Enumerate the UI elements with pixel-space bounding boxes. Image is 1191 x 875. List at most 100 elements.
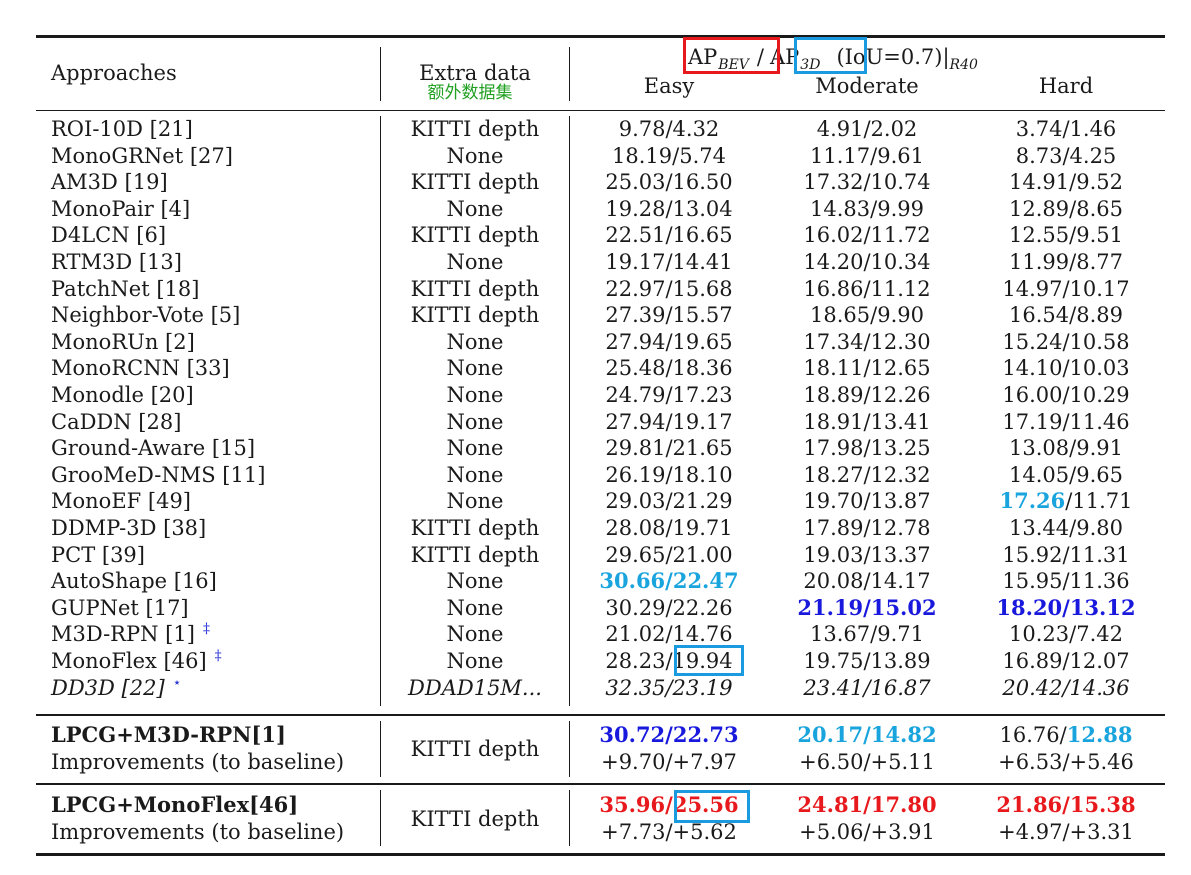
row-easy: 29.65/21.00 <box>605 542 733 567</box>
block1-name: LPCG+M3D-RPN[1] <box>51 722 286 747</box>
row-extra-data: KITTI depth <box>410 117 540 141</box>
row-approach: MonoGRNet [27] <box>51 143 233 168</box>
col-sep-header-2 <box>569 47 571 101</box>
col-sep-body-1 <box>380 116 382 706</box>
row-extra-data: None <box>446 383 504 407</box>
block1-imp-moderate: +6.50/+5.11 <box>799 750 935 774</box>
row-easy: 32.35/23.19 <box>605 675 733 700</box>
header-extra-data-cn: 额外数据集 <box>427 83 513 103</box>
row-easy: 21.02/14.76 <box>605 622 733 647</box>
highlight-box-ap-3d <box>794 37 867 74</box>
block2-hard: 21.86/15.38 <box>996 792 1136 817</box>
block1-moderate: 20.17/14.82 <box>797 722 937 747</box>
double-dagger-mark: ‡ <box>202 621 210 638</box>
row-hard: 13.08/9.91 <box>1009 436 1123 461</box>
row-easy: 27.39/15.57 <box>605 303 733 328</box>
row-moderate: 4.91/2.02 <box>816 117 918 141</box>
row-hard: 14.05/9.65 <box>1009 462 1123 487</box>
row-extra-data: None <box>446 250 504 274</box>
row-moderate: 18.89/12.26 <box>803 383 931 407</box>
row-approach: PCT [39] <box>51 542 145 567</box>
block1-sub: Improvements (to baseline) <box>51 750 345 774</box>
row-hard: 12.55/9.51 <box>1009 223 1123 248</box>
mid-rule-1 <box>36 714 1165 716</box>
row-easy: 28.23/19.94 <box>605 649 733 673</box>
row-hard: 17.19/11.46 <box>1002 409 1130 434</box>
row-moderate: 23.41/16.87 <box>803 675 931 700</box>
row-moderate: 14.20/10.34 <box>803 250 931 274</box>
row-easy: 25.03/16.50 <box>605 170 733 195</box>
row-easy: 24.79/17.23 <box>605 383 733 407</box>
row-moderate: 18.65/9.90 <box>810 303 924 328</box>
bottom-rule <box>36 853 1165 856</box>
block2-sub: Improvements (to baseline) <box>51 820 345 844</box>
star-mark: ⋆ <box>172 674 182 691</box>
col-sep-block2-1 <box>380 790 382 846</box>
header-approaches: Approaches <box>51 61 177 85</box>
row-hard: 18.20/13.12 <box>996 594 1136 620</box>
row-approach: MonoFlex [46] ‡ <box>51 648 222 673</box>
row-moderate: 20.08/14.17 <box>803 569 931 594</box>
row-extra-data: KITTI depth <box>410 170 540 195</box>
row-moderate: 18.11/12.65 <box>803 356 931 381</box>
row-approach: Monodle [20] <box>51 383 194 407</box>
row-hard: 14.91/9.52 <box>1009 170 1123 195</box>
block2-imp-easy: +7.73/+5.62 <box>601 820 737 844</box>
row-moderate: 14.83/9.99 <box>810 196 924 221</box>
highlight-box-monoflex-easy <box>674 645 744 676</box>
row-moderate: 16.86/11.12 <box>803 276 931 301</box>
row-extra-data: None <box>446 436 504 461</box>
block2-imp-moderate: +5.06/+3.91 <box>799 820 935 844</box>
row-hard: 15.24/10.58 <box>1002 329 1130 354</box>
block1-easy: 30.72/22.73 <box>599 722 739 747</box>
row-easy: 29.03/21.29 <box>605 489 733 514</box>
double-dagger-mark: ‡ <box>214 648 222 664</box>
row-approach: MonoEF [49] <box>51 489 191 514</box>
block2-moderate: 24.81/17.80 <box>797 792 937 817</box>
block1-extra: KITTI depth <box>410 737 540 761</box>
row-moderate: 17.32/10.74 <box>803 170 931 195</box>
row-approach: Neighbor-Vote [5] <box>51 303 241 328</box>
row-hard: 15.92/11.31 <box>1002 542 1130 567</box>
top-rule <box>36 35 1165 38</box>
metric-ap-bev: APBEV <box>688 45 749 73</box>
header-extra-data: Extra data <box>419 61 531 85</box>
row-hard: 14.97/10.17 <box>1002 276 1130 301</box>
row-moderate: 18.27/12.32 <box>803 462 931 487</box>
row-moderate: 13.67/9.71 <box>810 622 924 647</box>
row-approach: D4LCN [6] <box>51 223 167 248</box>
row-moderate: 16.02/11.72 <box>803 223 931 248</box>
row-approach: MonoRCNN [33] <box>51 356 230 381</box>
col-sep-block1-1 <box>380 721 382 777</box>
header-rule <box>36 110 1165 112</box>
row-approach: RTM3D [13] <box>51 250 182 274</box>
row-hard: 13.44/9.80 <box>1009 516 1123 540</box>
row-easy: 27.94/19.65 <box>605 329 733 354</box>
row-easy: 19.28/13.04 <box>605 196 733 221</box>
highlight-box-ap-bev <box>683 37 780 74</box>
row-extra-data: None <box>446 356 504 381</box>
block1-hard: 16.76/12.88 <box>999 722 1133 748</box>
row-approach: MonoPair [4] <box>51 196 191 221</box>
row-hard: 17.26/11.71 <box>999 488 1133 514</box>
row-moderate: 11.17/9.61 <box>810 143 924 168</box>
row-hard: 16.00/10.29 <box>1002 383 1130 407</box>
row-extra-data: KITTI depth <box>410 542 540 567</box>
row-moderate: 19.70/13.87 <box>803 489 931 514</box>
row-easy: 29.81/21.65 <box>605 436 733 461</box>
row-extra-data: KITTI depth <box>410 516 540 540</box>
block2-imp-hard: +4.97/+3.31 <box>998 820 1134 844</box>
row-approach: GUPNet [17] <box>51 595 189 620</box>
row-extra-data: None <box>446 143 504 168</box>
row-approach: DD3D [22] ⋆ <box>51 674 182 700</box>
row-approach: MonoRUn [2] <box>51 329 195 354</box>
row-easy: 22.51/16.65 <box>605 223 733 248</box>
row-hard: 3.74/1.46 <box>1015 117 1117 141</box>
row-moderate: 21.19/15.02 <box>797 594 937 620</box>
row-moderate: 17.89/12.78 <box>803 516 931 540</box>
row-extra-data: KITTI depth <box>410 223 540 248</box>
header-moderate: Moderate <box>815 74 919 98</box>
row-moderate: 17.34/12.30 <box>803 329 931 354</box>
row-approach: ROI-10D [21] <box>51 117 193 141</box>
row-easy: 28.08/19.71 <box>605 516 733 540</box>
